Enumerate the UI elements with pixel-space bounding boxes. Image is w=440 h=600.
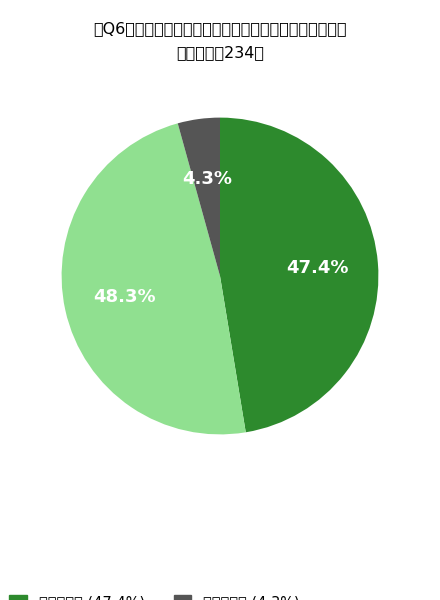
Text: 48.3%: 48.3%	[93, 288, 155, 306]
Text: 47.4%: 47.4%	[286, 259, 349, 277]
Wedge shape	[178, 118, 220, 276]
Wedge shape	[62, 124, 246, 434]
Text: 【Q6】現在飲んでいる青汁の苦みについてお答え下さい: 【Q6】現在飲んでいる青汁の苦みについてお答え下さい	[93, 21, 347, 36]
Legend: 苦みはない (47.4%), 少し苦みがある (48.3%), 苦みがある (4.3%): 苦みはない (47.4%), 少し苦みがある (48.3%), 苦みがある (4…	[10, 595, 300, 600]
Text: 4.3%: 4.3%	[182, 170, 232, 188]
Wedge shape	[220, 118, 378, 432]
Text: （回答数：234）: （回答数：234）	[176, 45, 264, 60]
